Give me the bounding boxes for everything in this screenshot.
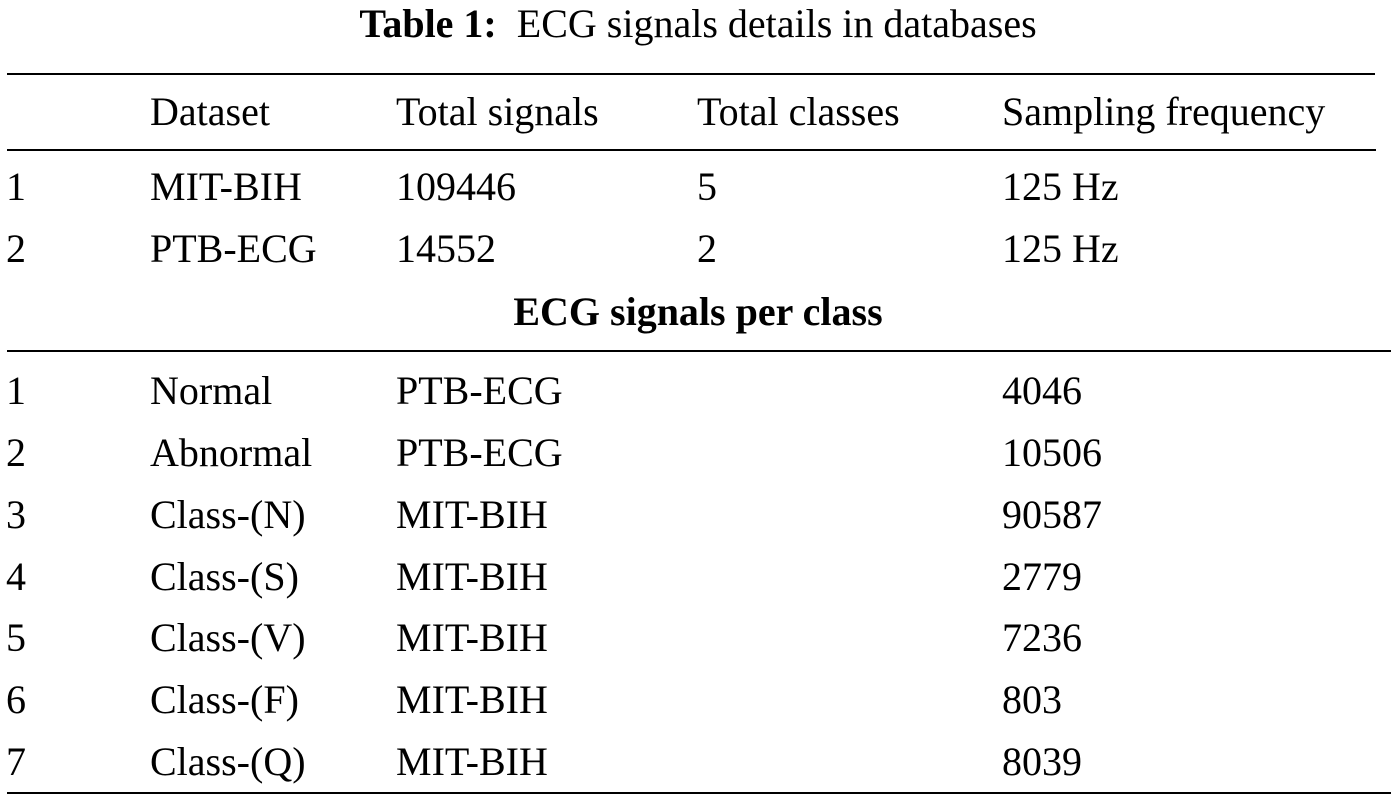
class-name: Abnormal	[150, 430, 313, 475]
header-total-classes: Total classes	[697, 89, 900, 134]
class-index: 2	[6, 430, 26, 475]
top-rule	[7, 73, 1375, 75]
class-index: 7	[6, 739, 26, 784]
dataset-sampling-frequency: 125 Hz	[1002, 164, 1119, 209]
class-name: Class-(F)	[150, 677, 299, 722]
header-rule	[7, 149, 1376, 151]
dataset-name: PTB-ECG	[150, 226, 317, 271]
class-count: 10506	[1002, 430, 1102, 475]
class-count: 2779	[1002, 554, 1082, 599]
class-database: MIT-BIH	[396, 615, 548, 660]
dataset-total-classes: 2	[697, 226, 717, 271]
class-database: PTB-ECG	[396, 430, 563, 475]
table-caption: Table 1: ECG signals details in database…	[0, 0, 1396, 50]
class-count: 7236	[1002, 615, 1082, 660]
class-name: Normal	[150, 368, 273, 413]
dataset-total-signals: 14552	[396, 226, 496, 271]
header-dataset: Dataset	[150, 89, 270, 134]
class-count: 803	[1002, 677, 1062, 722]
dataset-sampling-frequency: 125 Hz	[1002, 226, 1119, 271]
class-database: MIT-BIH	[396, 739, 548, 784]
class-count: 8039	[1002, 739, 1082, 784]
section-rule	[7, 350, 1391, 352]
dataset-total-classes: 5	[697, 164, 717, 209]
class-name: Class-(V)	[150, 615, 306, 660]
section-title: ECG signals per class	[513, 289, 883, 334]
class-name: Class-(S)	[150, 554, 299, 599]
dataset-total-signals: 109446	[396, 164, 516, 209]
header-total-signals: Total signals	[396, 89, 599, 134]
dataset-index: 1	[6, 164, 26, 209]
table-caption-label: Table 1:	[359, 1, 497, 46]
class-index: 6	[6, 677, 26, 722]
class-name: Class-(N)	[150, 492, 306, 537]
class-database: PTB-ECG	[396, 368, 563, 413]
class-index: 4	[6, 554, 26, 599]
dataset-index: 2	[6, 226, 26, 271]
class-index: 1	[6, 368, 26, 413]
dataset-name: MIT-BIH	[150, 164, 302, 209]
class-database: MIT-BIH	[396, 554, 548, 599]
class-index: 3	[6, 492, 26, 537]
bottom-rule	[7, 792, 1391, 794]
class-count: 90587	[1002, 492, 1102, 537]
class-name: Class-(Q)	[150, 739, 306, 784]
class-index: 5	[6, 615, 26, 660]
header-sampling-frequency: Sampling frequency	[1002, 89, 1326, 134]
table-caption-text: ECG signals details in databases	[516, 1, 1037, 46]
class-database: MIT-BIH	[396, 492, 548, 537]
class-count: 4046	[1002, 368, 1082, 413]
class-database: MIT-BIH	[396, 677, 548, 722]
